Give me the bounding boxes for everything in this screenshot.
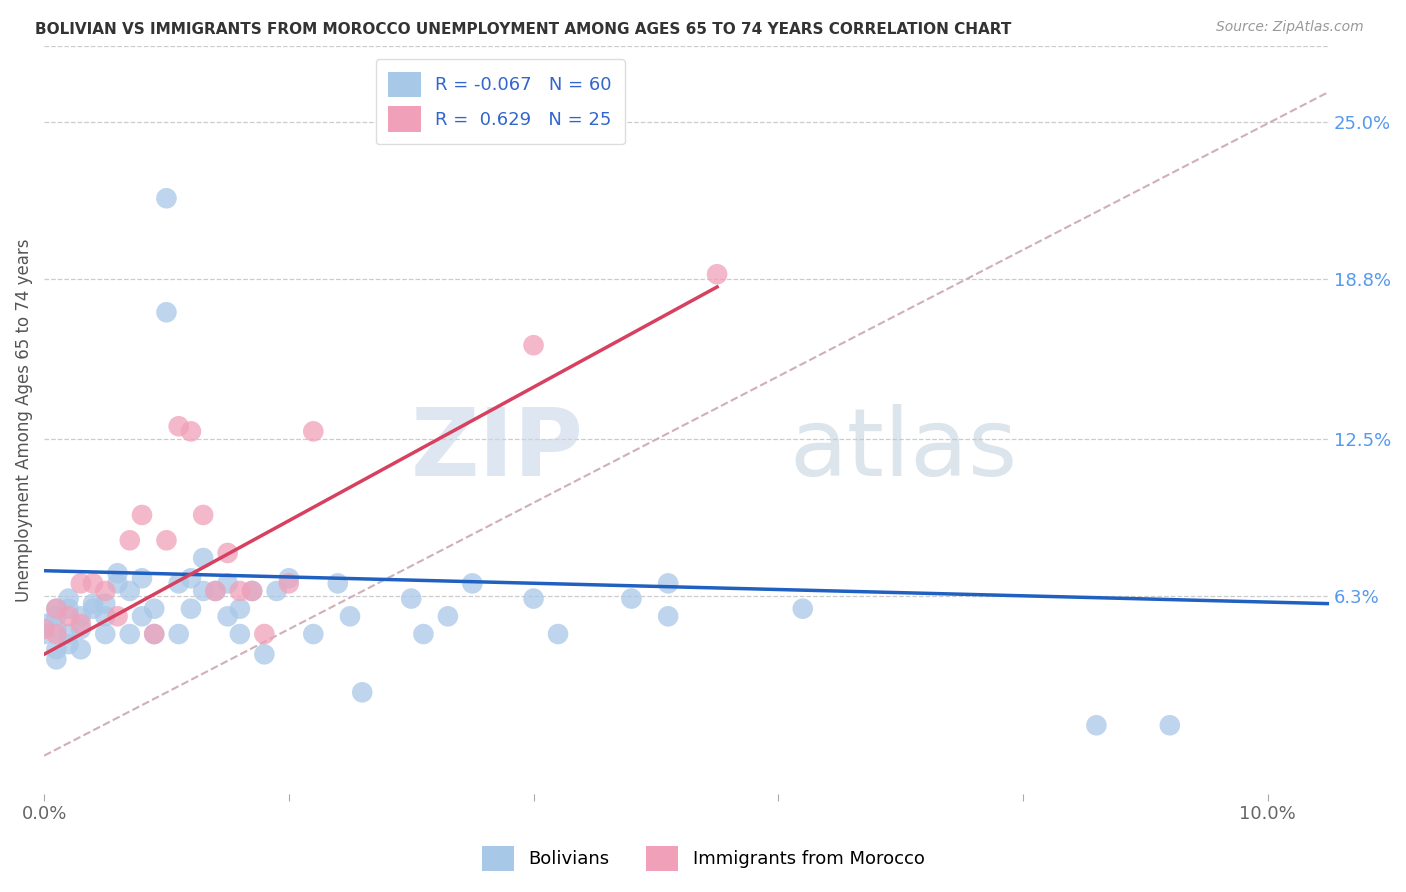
Point bbox=[399, 591, 422, 606]
Point bbox=[193, 551, 215, 566]
Point bbox=[167, 627, 190, 641]
Point bbox=[547, 627, 569, 641]
Point bbox=[58, 627, 80, 641]
Point bbox=[45, 601, 67, 615]
Point bbox=[45, 609, 67, 624]
Point bbox=[193, 584, 215, 599]
Point bbox=[69, 642, 91, 657]
Point bbox=[131, 571, 153, 585]
Point bbox=[204, 584, 226, 599]
Point bbox=[204, 584, 226, 599]
Point bbox=[792, 601, 814, 615]
Point bbox=[155, 305, 177, 319]
Point bbox=[302, 425, 325, 439]
Point bbox=[58, 591, 80, 606]
Point bbox=[58, 609, 80, 624]
Point bbox=[339, 609, 361, 624]
Point bbox=[620, 591, 643, 606]
Point bbox=[217, 546, 239, 560]
Point bbox=[143, 627, 166, 641]
Point bbox=[229, 601, 252, 615]
Legend: Bolivians, Immigrants from Morocco: Bolivians, Immigrants from Morocco bbox=[474, 838, 932, 879]
Point bbox=[94, 609, 117, 624]
Point bbox=[82, 576, 104, 591]
Point bbox=[107, 566, 129, 581]
Point bbox=[302, 627, 325, 641]
Point bbox=[32, 627, 55, 641]
Point bbox=[45, 627, 67, 641]
Point bbox=[69, 576, 91, 591]
Point bbox=[167, 576, 190, 591]
Point bbox=[326, 576, 349, 591]
Point bbox=[217, 609, 239, 624]
Point bbox=[277, 571, 299, 585]
Point bbox=[253, 627, 276, 641]
Point bbox=[82, 597, 104, 611]
Point bbox=[143, 627, 166, 641]
Point bbox=[45, 642, 67, 657]
Point bbox=[352, 685, 374, 699]
Point bbox=[266, 584, 288, 599]
Y-axis label: Unemployment Among Ages 65 to 74 years: Unemployment Among Ages 65 to 74 years bbox=[15, 238, 32, 602]
Point bbox=[118, 627, 141, 641]
Point bbox=[180, 425, 202, 439]
Text: ZIP: ZIP bbox=[411, 404, 583, 496]
Point bbox=[107, 576, 129, 591]
Point bbox=[94, 584, 117, 599]
Point bbox=[657, 609, 679, 624]
Point bbox=[240, 584, 263, 599]
Point bbox=[253, 648, 276, 662]
Text: BOLIVIAN VS IMMIGRANTS FROM MOROCCO UNEMPLOYMENT AMONG AGES 65 TO 74 YEARS CORRE: BOLIVIAN VS IMMIGRANTS FROM MOROCCO UNEM… bbox=[35, 22, 1011, 37]
Point bbox=[32, 622, 55, 636]
Point bbox=[45, 622, 67, 636]
Point bbox=[58, 637, 80, 651]
Point bbox=[1085, 718, 1108, 732]
Point bbox=[180, 601, 202, 615]
Text: Source: ZipAtlas.com: Source: ZipAtlas.com bbox=[1216, 20, 1364, 34]
Point bbox=[69, 616, 91, 631]
Point bbox=[229, 584, 252, 599]
Point bbox=[58, 601, 80, 615]
Point bbox=[94, 627, 117, 641]
Point bbox=[94, 597, 117, 611]
Point bbox=[217, 576, 239, 591]
Point bbox=[706, 267, 728, 281]
Point bbox=[118, 584, 141, 599]
Point bbox=[522, 338, 544, 352]
Point bbox=[193, 508, 215, 522]
Point bbox=[131, 508, 153, 522]
Text: atlas: atlas bbox=[789, 404, 1018, 496]
Point bbox=[412, 627, 434, 641]
Point bbox=[522, 591, 544, 606]
Point bbox=[69, 609, 91, 624]
Legend: R = -0.067   N = 60, R =  0.629   N = 25: R = -0.067 N = 60, R = 0.629 N = 25 bbox=[375, 59, 624, 145]
Point bbox=[143, 601, 166, 615]
Point bbox=[167, 419, 190, 434]
Point bbox=[69, 622, 91, 636]
Point bbox=[461, 576, 484, 591]
Point bbox=[82, 601, 104, 615]
Point bbox=[118, 533, 141, 548]
Point bbox=[155, 533, 177, 548]
Point bbox=[107, 609, 129, 624]
Point bbox=[180, 571, 202, 585]
Point bbox=[155, 191, 177, 205]
Point bbox=[32, 616, 55, 631]
Point bbox=[657, 576, 679, 591]
Point bbox=[277, 576, 299, 591]
Point bbox=[437, 609, 460, 624]
Point bbox=[45, 652, 67, 666]
Point bbox=[1159, 718, 1181, 732]
Point bbox=[229, 627, 252, 641]
Point bbox=[45, 601, 67, 615]
Point bbox=[240, 584, 263, 599]
Point bbox=[131, 609, 153, 624]
